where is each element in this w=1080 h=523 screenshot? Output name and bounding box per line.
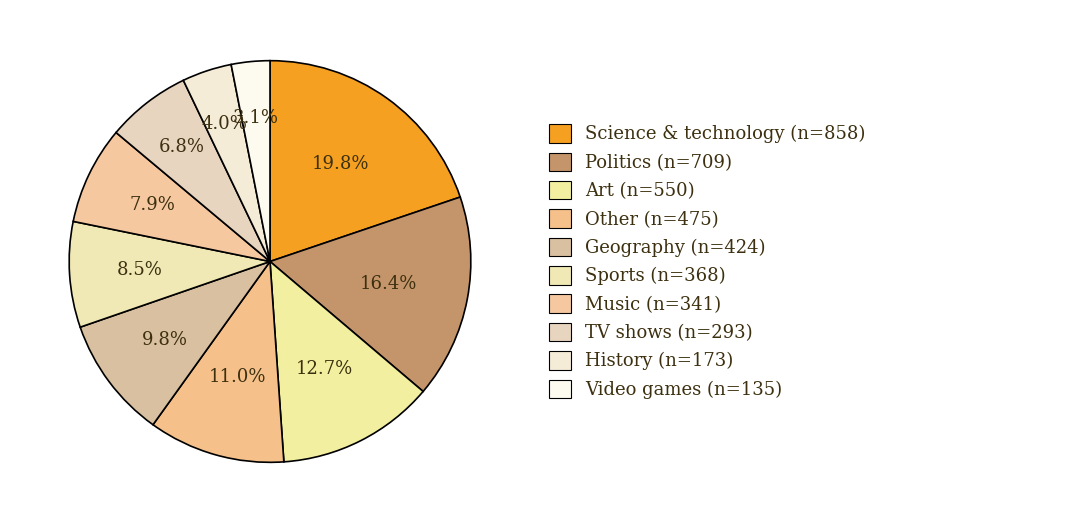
Text: 16.4%: 16.4%	[360, 275, 417, 293]
Text: 9.8%: 9.8%	[143, 331, 188, 348]
Wedge shape	[270, 262, 423, 462]
Text: 3.1%: 3.1%	[233, 109, 279, 127]
Text: 4.0%: 4.0%	[202, 115, 247, 133]
Text: 12.7%: 12.7%	[296, 360, 353, 378]
Wedge shape	[270, 61, 460, 262]
Wedge shape	[153, 262, 284, 462]
Text: 19.8%: 19.8%	[311, 155, 369, 173]
Text: 11.0%: 11.0%	[208, 368, 266, 386]
Wedge shape	[80, 262, 270, 425]
Wedge shape	[270, 197, 471, 391]
Text: 6.8%: 6.8%	[159, 138, 204, 156]
Wedge shape	[73, 132, 270, 262]
Text: 7.9%: 7.9%	[130, 196, 175, 214]
Text: 8.5%: 8.5%	[117, 261, 163, 279]
Wedge shape	[231, 61, 270, 262]
Wedge shape	[116, 81, 270, 262]
Legend: Science & technology (n=858), Politics (n=709), Art (n=550), Other (n=475), Geog: Science & technology (n=858), Politics (…	[540, 115, 875, 408]
Wedge shape	[69, 221, 270, 327]
Wedge shape	[184, 64, 270, 262]
